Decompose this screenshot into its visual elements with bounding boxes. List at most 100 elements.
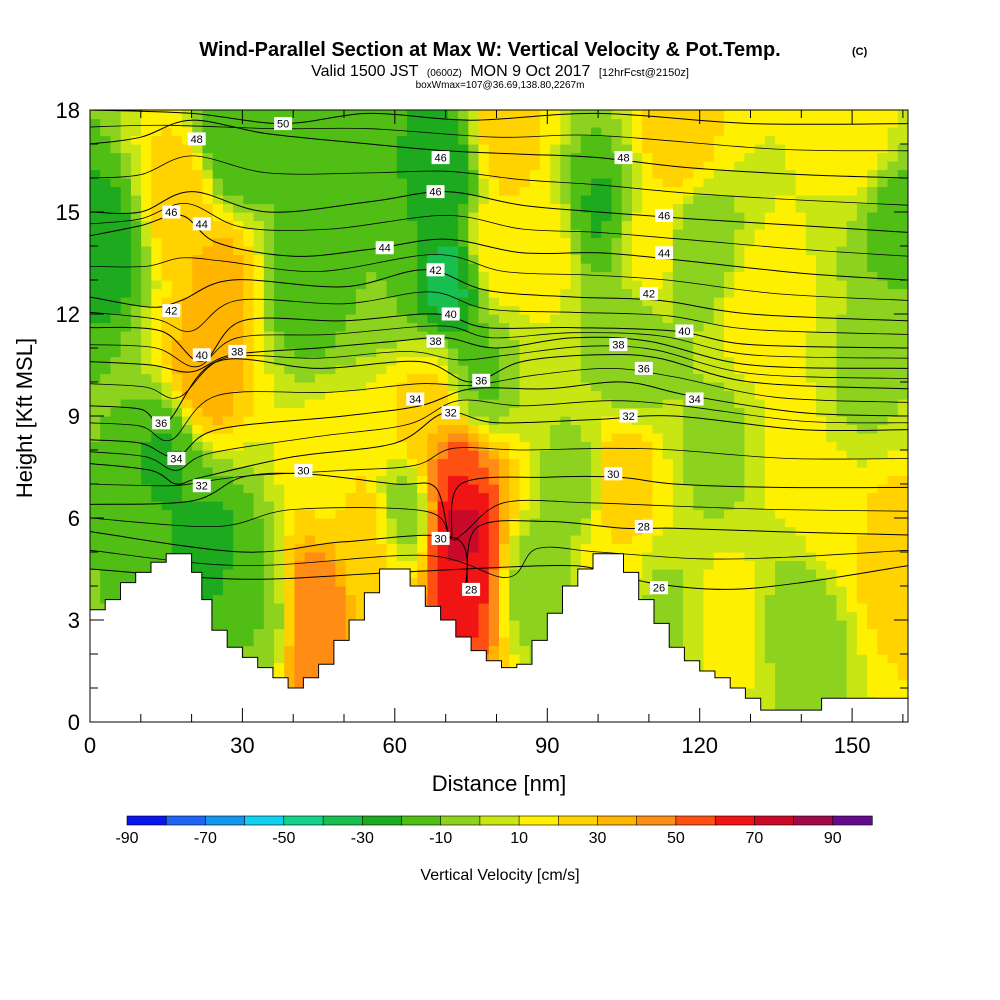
velocity-cell [703, 246, 715, 256]
velocity-cell [447, 203, 459, 213]
velocity-cell [672, 382, 684, 392]
velocity-cell [764, 339, 776, 349]
velocity-cell [488, 569, 500, 579]
velocity-cell [212, 586, 224, 596]
velocity-cell [243, 501, 255, 511]
velocity-cell [468, 560, 480, 570]
velocity-cell [642, 458, 653, 468]
velocity-cell [499, 237, 510, 247]
velocity-cell [182, 195, 193, 205]
velocity-cell [447, 424, 459, 434]
velocity-cell [202, 280, 214, 290]
velocity-cell [182, 492, 193, 502]
velocity-cell [570, 475, 582, 485]
velocity-cell [376, 560, 388, 570]
velocity-cell [693, 637, 705, 647]
velocity-cell [161, 339, 173, 349]
velocity-cell [570, 441, 582, 451]
velocity-cell [703, 628, 715, 638]
velocity-cell [468, 543, 480, 553]
velocity-cell [468, 144, 480, 154]
velocity-cell [294, 645, 306, 655]
velocity-cell [580, 458, 592, 468]
velocity-cell [570, 254, 582, 264]
velocity-cell [683, 365, 694, 375]
velocity-cell [406, 552, 418, 562]
velocity-cell [642, 586, 653, 596]
velocity-cell [550, 280, 561, 290]
velocity-cell [631, 552, 643, 562]
velocity-cell [325, 186, 336, 196]
velocity-cell [560, 509, 572, 519]
velocity-cell [325, 535, 336, 545]
velocity-cell [519, 526, 531, 536]
velocity-cell [263, 271, 275, 281]
velocity-cell [509, 254, 521, 264]
velocity-cell [795, 611, 807, 621]
velocity-cell [601, 348, 613, 358]
velocity-cell [100, 535, 112, 545]
velocity-cell [437, 195, 449, 205]
velocity-cell [130, 450, 142, 460]
velocity-cell [478, 186, 490, 196]
velocity-cell [662, 611, 674, 621]
velocity-cell [314, 603, 326, 613]
velocity-cell [100, 331, 112, 341]
velocity-cell [243, 492, 255, 502]
velocity-cell [100, 399, 112, 409]
velocity-cell [795, 671, 807, 681]
velocity-cell [233, 280, 244, 290]
velocity-cell [529, 339, 541, 349]
velocity-cell [499, 348, 510, 358]
velocity-cell [591, 526, 602, 536]
velocity-cell [141, 399, 152, 409]
velocity-cell [478, 314, 490, 324]
velocity-cell [488, 654, 500, 664]
velocity-cell [744, 246, 756, 256]
velocity-cell [631, 535, 643, 545]
velocity-cell [90, 254, 101, 264]
velocity-cell [437, 441, 449, 451]
velocity-cell [406, 382, 418, 392]
velocity-cell [775, 220, 786, 230]
velocity-cell [335, 399, 347, 409]
velocity-cell [284, 543, 296, 553]
velocity-cell [222, 543, 234, 553]
velocity-cell [202, 305, 214, 315]
velocity-cell [652, 237, 664, 247]
velocity-cell [652, 127, 664, 137]
velocity-cell [386, 280, 398, 290]
velocity-cell [141, 433, 152, 443]
velocity-cell [703, 662, 715, 672]
velocity-cell [304, 662, 316, 672]
velocity-cell [355, 110, 367, 120]
velocity-cell [468, 594, 480, 604]
velocity-cell [468, 203, 480, 213]
velocity-cell [519, 382, 531, 392]
velocity-cell [539, 399, 551, 409]
velocity-cell [130, 543, 142, 553]
velocity-cell [499, 586, 510, 596]
velocity-cell [529, 135, 541, 145]
velocity-cell [529, 399, 541, 409]
velocity-cell [284, 552, 296, 562]
velocity-cell [161, 373, 173, 383]
velocity-cell [642, 322, 653, 332]
velocity-cell [478, 484, 490, 494]
velocity-cell [376, 373, 388, 383]
velocity-cell [110, 220, 122, 230]
velocity-cell [519, 450, 531, 460]
velocity-cell [396, 203, 408, 213]
velocity-cell [151, 399, 163, 409]
velocity-cell [550, 543, 561, 553]
velocity-cell [345, 144, 357, 154]
velocity-cell [192, 161, 204, 171]
velocity-cell [294, 135, 306, 145]
velocity-cell [662, 416, 674, 426]
velocity-cell [192, 339, 204, 349]
velocity-cell [171, 161, 183, 171]
velocity-cell [304, 560, 316, 570]
velocity-cell [550, 229, 561, 239]
velocity-cell [458, 382, 469, 392]
velocity-cell [304, 645, 316, 655]
